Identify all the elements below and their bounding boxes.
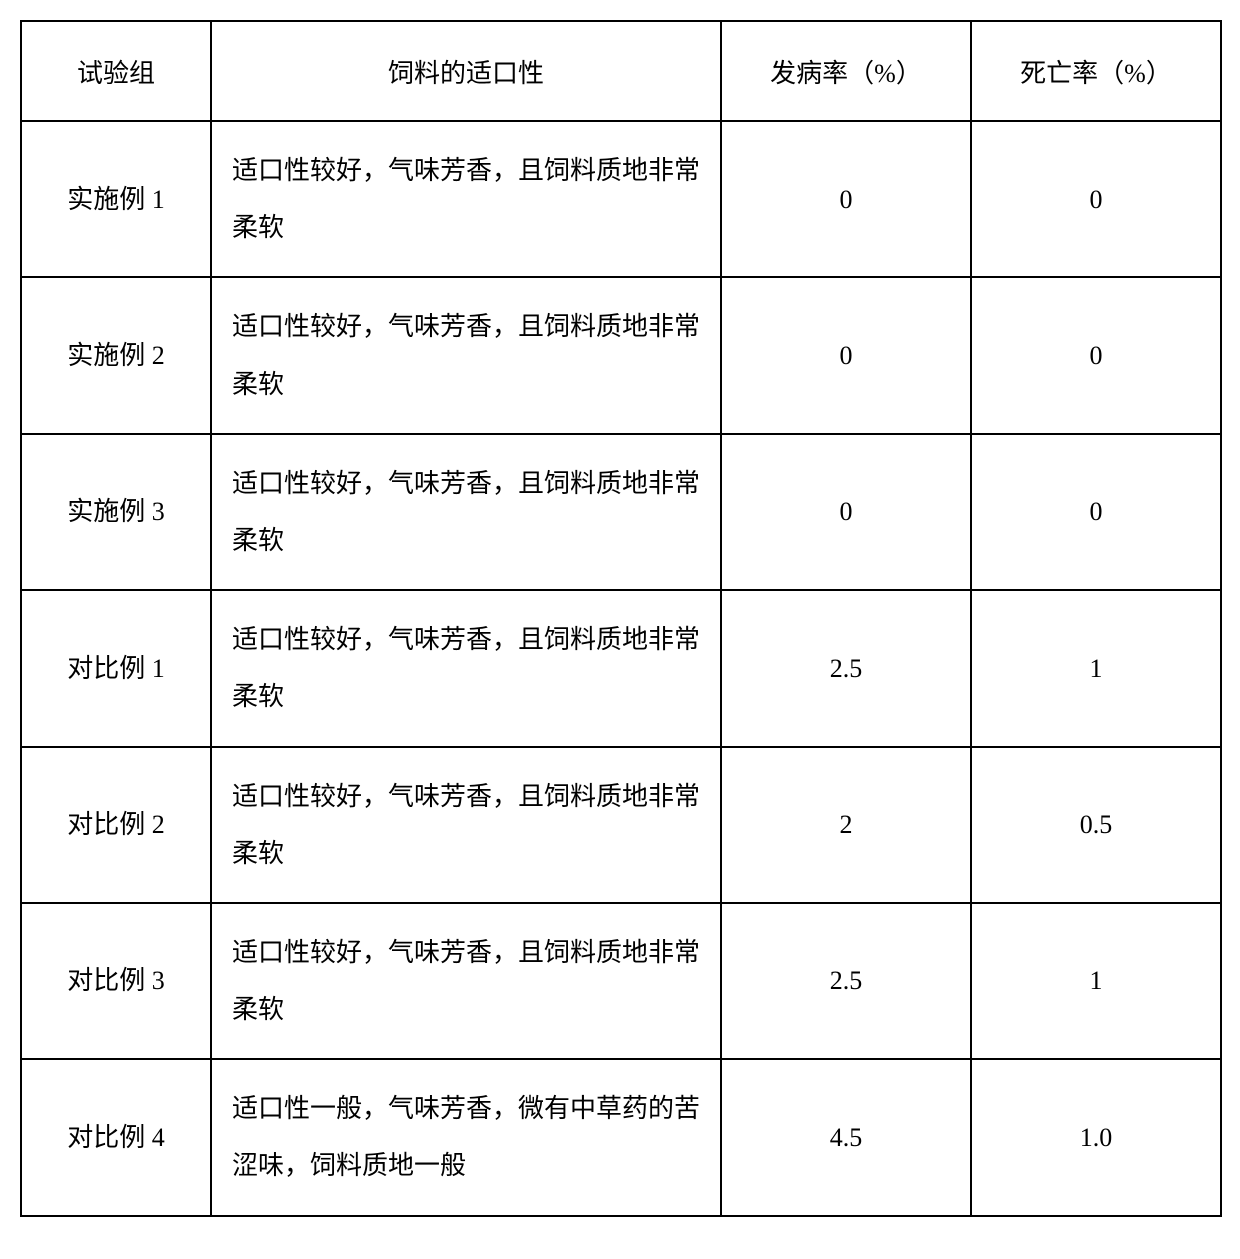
cell-palatability: 适口性较好，气味芳香，且饲料质地非常柔软 <box>211 903 721 1059</box>
cell-mortality: 0 <box>971 121 1221 277</box>
cell-mortality: 1 <box>971 590 1221 746</box>
cell-mortality: 0 <box>971 277 1221 433</box>
cell-mortality: 0 <box>971 434 1221 590</box>
cell-group: 实施例 1 <box>21 121 211 277</box>
cell-palatability: 适口性较好，气味芳香，且饲料质地非常柔软 <box>211 747 721 903</box>
header-palatability: 饲料的适口性 <box>211 21 721 121</box>
cell-palatability: 适口性较好，气味芳香，且饲料质地非常柔软 <box>211 434 721 590</box>
table-row: 实施例 3 适口性较好，气味芳香，且饲料质地非常柔软 0 0 <box>21 434 1221 590</box>
cell-palatability: 适口性较好，气味芳香，且饲料质地非常柔软 <box>211 590 721 746</box>
header-morbidity: 发病率（%） <box>721 21 971 121</box>
cell-palatability: 适口性较好，气味芳香，且饲料质地非常柔软 <box>211 121 721 277</box>
cell-group: 对比例 3 <box>21 903 211 1059</box>
table-row: 对比例 3 适口性较好，气味芳香，且饲料质地非常柔软 2.5 1 <box>21 903 1221 1059</box>
header-mortality: 死亡率（%） <box>971 21 1221 121</box>
cell-mortality: 1.0 <box>971 1059 1221 1215</box>
table-row: 对比例 2 适口性较好，气味芳香，且饲料质地非常柔软 2 0.5 <box>21 747 1221 903</box>
cell-morbidity: 0 <box>721 277 971 433</box>
table-body: 实施例 1 适口性较好，气味芳香，且饲料质地非常柔软 0 0 实施例 2 适口性… <box>21 121 1221 1216</box>
cell-morbidity: 2.5 <box>721 903 971 1059</box>
table-header-row: 试验组 饲料的适口性 发病率（%） 死亡率（%） <box>21 21 1221 121</box>
cell-group: 实施例 3 <box>21 434 211 590</box>
cell-morbidity: 2.5 <box>721 590 971 746</box>
cell-group: 对比例 4 <box>21 1059 211 1215</box>
table-row: 实施例 2 适口性较好，气味芳香，且饲料质地非常柔软 0 0 <box>21 277 1221 433</box>
cell-group: 对比例 1 <box>21 590 211 746</box>
cell-palatability: 适口性较好，气味芳香，且饲料质地非常柔软 <box>211 277 721 433</box>
data-table: 试验组 饲料的适口性 发病率（%） 死亡率（%） 实施例 1 适口性较好，气味芳… <box>20 20 1222 1217</box>
cell-mortality: 0.5 <box>971 747 1221 903</box>
cell-group: 对比例 2 <box>21 747 211 903</box>
table-row: 对比例 1 适口性较好，气味芳香，且饲料质地非常柔软 2.5 1 <box>21 590 1221 746</box>
cell-palatability: 适口性一般，气味芳香，微有中草药的苦涩味，饲料质地一般 <box>211 1059 721 1215</box>
cell-morbidity: 0 <box>721 434 971 590</box>
cell-morbidity: 0 <box>721 121 971 277</box>
cell-group: 实施例 2 <box>21 277 211 433</box>
table-row: 实施例 1 适口性较好，气味芳香，且饲料质地非常柔软 0 0 <box>21 121 1221 277</box>
table-row: 对比例 4 适口性一般，气味芳香，微有中草药的苦涩味，饲料质地一般 4.5 1.… <box>21 1059 1221 1215</box>
cell-morbidity: 4.5 <box>721 1059 971 1215</box>
header-group: 试验组 <box>21 21 211 121</box>
cell-mortality: 1 <box>971 903 1221 1059</box>
cell-morbidity: 2 <box>721 747 971 903</box>
